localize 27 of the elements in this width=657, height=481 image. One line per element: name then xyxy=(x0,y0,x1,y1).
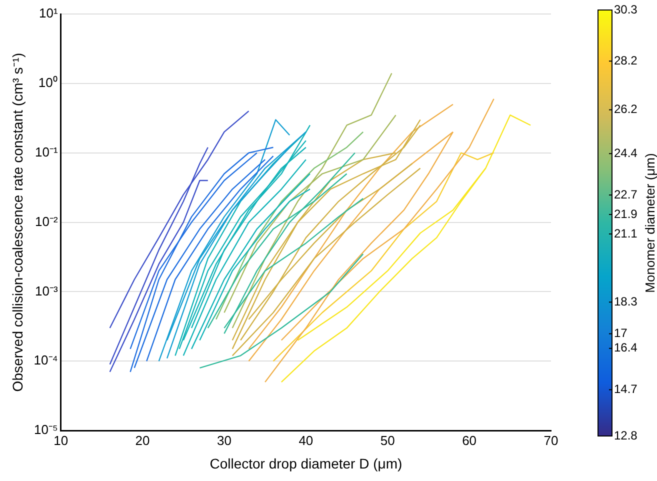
color-bar-label: 18.3 xyxy=(614,294,638,308)
y-tick-label: 10⁻² xyxy=(35,214,59,229)
x-tick-label: 50 xyxy=(380,432,395,448)
color-bar-label: 12.8 xyxy=(614,428,638,442)
y-tick-label: 10⁻³ xyxy=(35,283,59,298)
color-bar-label: 14.7 xyxy=(614,382,638,396)
color-bar-label: 22.7 xyxy=(614,187,638,202)
color-bar-title: Monomer diameter (μm) xyxy=(642,153,657,293)
x-axis-title: Collector drop diameter D (μm) xyxy=(210,455,402,472)
y-tick-label: 10⁻⁴ xyxy=(34,352,58,368)
color-bar-label: 17 xyxy=(614,326,628,340)
x-tick-label: 40 xyxy=(298,432,314,448)
color-bar-label: 16.4 xyxy=(614,340,638,355)
color-bar-label: 26.2 xyxy=(614,102,638,116)
color-bar-label: 28.2 xyxy=(614,53,638,68)
y-tick-label: 10⁻¹ xyxy=(35,144,59,160)
y-tick-label: 10¹ xyxy=(39,6,59,21)
x-tick-label: 20 xyxy=(135,432,150,448)
x-tick-label: 70 xyxy=(544,432,558,448)
x-tick-label: 60 xyxy=(462,432,477,448)
color-bar-label: 21.9 xyxy=(614,206,638,221)
color-bar-label: 30.3 xyxy=(614,2,638,16)
x-tick-label: 30 xyxy=(216,432,232,448)
color-bar-label: 21.1 xyxy=(614,226,638,240)
y-tick-label: 10⁰ xyxy=(38,75,58,90)
y-axis-title: Observed collision-coalescence rate constant (cm³ s⁻¹) xyxy=(9,52,26,392)
color-bar-label: 24.4 xyxy=(614,146,638,160)
